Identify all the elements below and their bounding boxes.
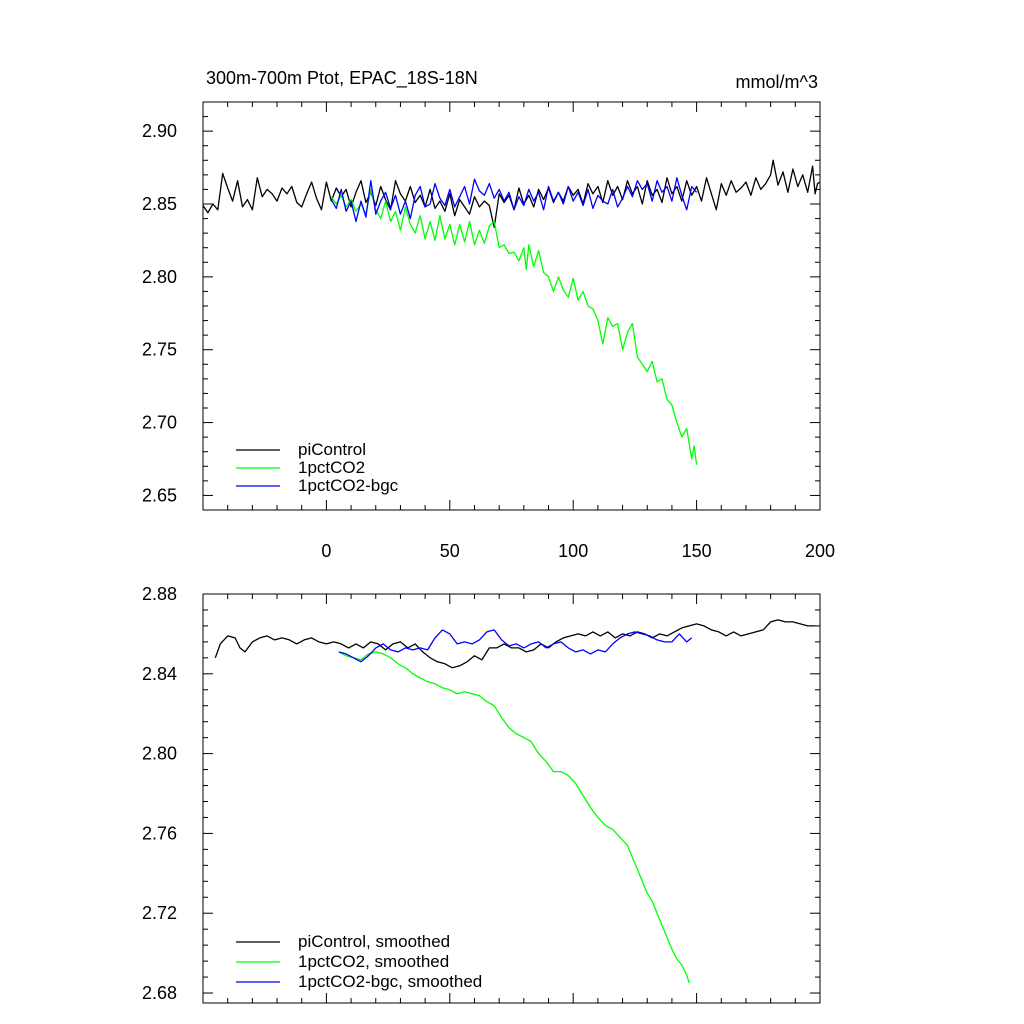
series-line-picontrol	[202, 159, 821, 228]
y-tick-label: 2.70	[142, 413, 177, 433]
y-tick-label: 2.80	[142, 267, 177, 287]
bottom-panel: 2.68 2.72 2.76 2.80 2.84 2.88 piControl, smoot…	[142, 584, 821, 1004]
legend-label: piControl	[298, 440, 366, 459]
y-tick-label: 2.75	[142, 340, 177, 360]
legend-label: 1pctCO2-bgc, smoothed	[298, 972, 482, 991]
y-tick-label: 2.72	[142, 903, 177, 923]
series-line-1pctco2-bgc-smoothed	[338, 629, 693, 663]
y-tick-label: 2.68	[142, 983, 177, 1003]
x-tick-label: 100	[558, 541, 588, 561]
x-tick-label: 150	[682, 541, 712, 561]
y-tick-label: 2.65	[142, 485, 177, 505]
y-tick-label: 2.84	[142, 664, 177, 684]
legend-label: 1pctCO2	[298, 458, 365, 477]
series-line-1pctco2-smoothed	[338, 651, 690, 984]
legend-label: piControl, smoothed	[298, 932, 450, 951]
legend-label: 1pctCO2, smoothed	[298, 952, 449, 971]
plot-frame	[202, 593, 821, 1004]
plot-frame	[202, 101, 821, 511]
series-line-1pctco2	[330, 188, 698, 465]
series-line-picontrol-smoothed	[214, 619, 816, 669]
y-tick-label: 2.85	[142, 194, 177, 214]
x-tick-label: 50	[440, 541, 460, 561]
y-tick-label: 2.76	[142, 823, 177, 843]
series-line-1pctco2-bgc	[330, 177, 698, 223]
x-tick-label: 200	[805, 541, 835, 561]
legend-label: 1pctCO2-bgc	[298, 476, 399, 495]
chart-units: mmol/m^3	[736, 72, 818, 92]
y-tick-label: 2.88	[142, 584, 177, 604]
y-tick-label: 2.80	[142, 744, 177, 764]
top-panel: 0 50 100 150 200 2.65 2.70 2.75 2.80 2.85 2.90 piCo…	[142, 101, 835, 561]
x-tick-label: 0	[321, 541, 331, 561]
y-tick-label: 2.90	[142, 121, 177, 141]
chart-title: 300m-700m Ptot, EPAC_18S-18N	[206, 68, 478, 89]
